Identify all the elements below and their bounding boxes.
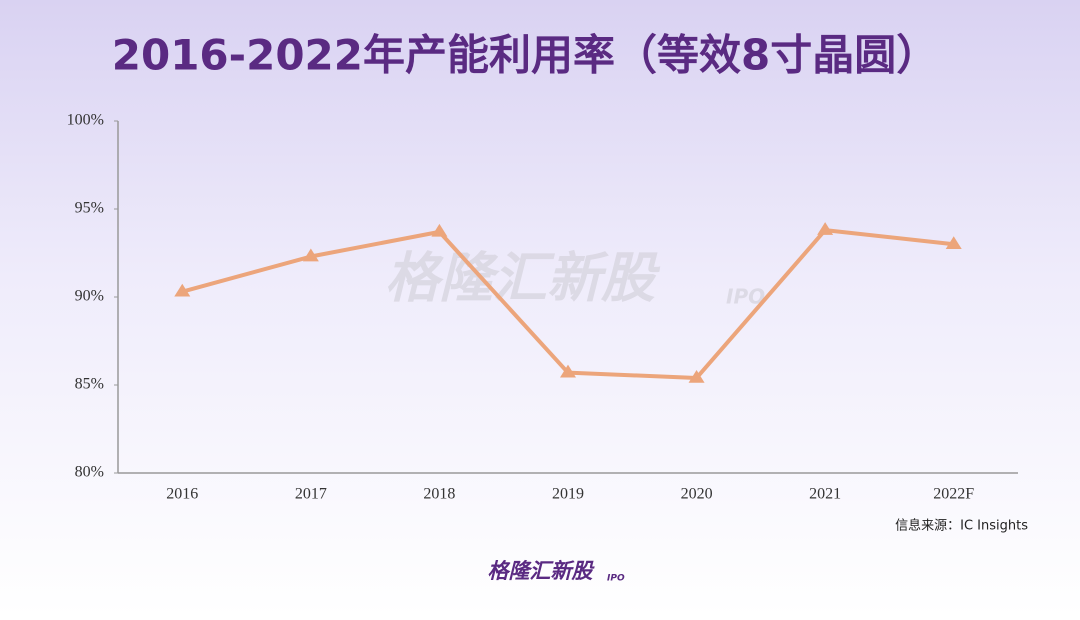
x-tick-label: 2017 bbox=[295, 486, 327, 503]
footer-logo-sub: IPO bbox=[607, 574, 625, 584]
data-point bbox=[431, 223, 448, 237]
data-point bbox=[560, 364, 576, 378]
y-tick-label: 90% bbox=[75, 288, 104, 305]
x-tick-label: 2018 bbox=[423, 486, 455, 503]
watermark: 格隆汇新股 bbox=[385, 247, 661, 310]
y-tick-label: 95% bbox=[75, 200, 104, 217]
x-tick-label: 2016 bbox=[166, 486, 198, 503]
x-tick-label: 2022F bbox=[933, 486, 974, 503]
x-tick-label: 2021 bbox=[809, 486, 841, 503]
y-tick-label: 85% bbox=[75, 376, 104, 393]
data-point bbox=[302, 248, 319, 262]
footer-logo: 格隆汇新股 bbox=[488, 559, 596, 583]
x-tick-label: 2019 bbox=[552, 486, 584, 503]
y-tick-label: 100% bbox=[67, 112, 104, 129]
data-point bbox=[688, 369, 705, 383]
x-tick-label: 2020 bbox=[681, 486, 713, 503]
y-tick-label: 80% bbox=[75, 464, 104, 481]
data-point bbox=[174, 283, 191, 297]
data-point bbox=[817, 222, 834, 235]
source-note: 信息来源：IC Insights bbox=[895, 518, 1028, 534]
data-point bbox=[945, 236, 962, 249]
chart-title: 2016-2022年产能利用率（等效8寸晶圆） bbox=[112, 31, 938, 80]
